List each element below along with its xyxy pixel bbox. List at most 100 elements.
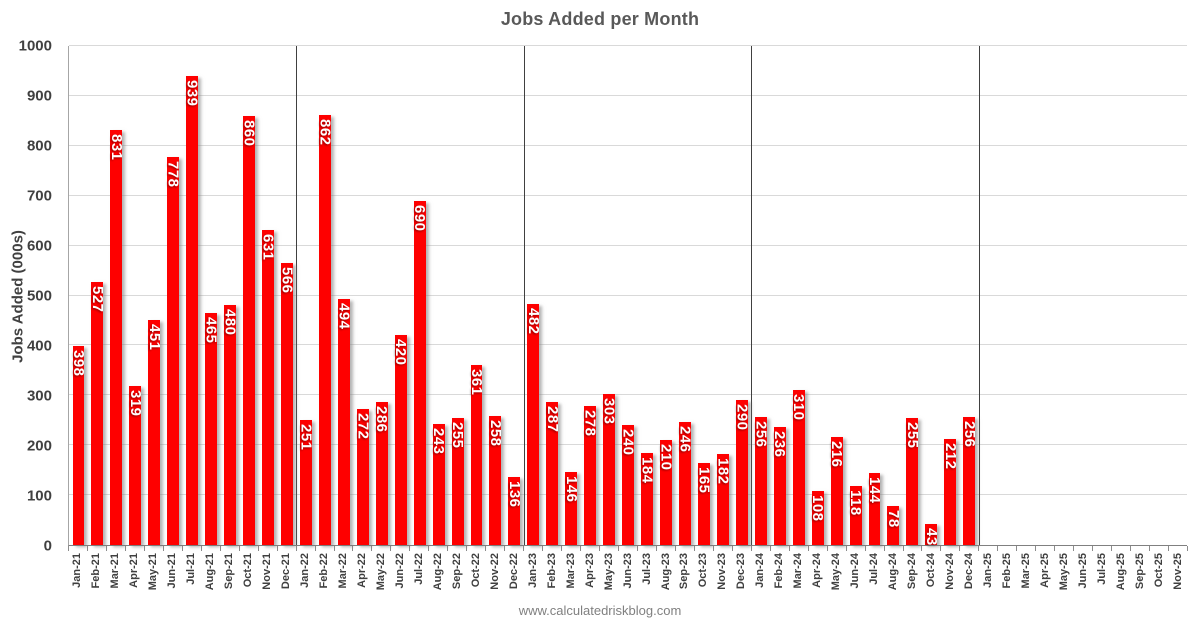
month-slot: 939 (183, 46, 202, 545)
bar: 527 (89, 282, 106, 545)
month-slot: 566 (277, 46, 296, 545)
gridline (69, 344, 1187, 346)
bar-value-label: 566 (278, 266, 296, 294)
gridline (69, 244, 1187, 246)
x-label-cell: Dec-24 (960, 553, 979, 608)
x-axis-labels: Jan-21 Feb-21 Mar-21 Apr-21 May-21 Jun-21 Jul-… (68, 553, 1187, 608)
x-tick-label: Jun-24 (849, 553, 862, 589)
x-label-cell: Mar-21 (106, 553, 125, 608)
x-tick-label: Jul-25 (1095, 553, 1108, 585)
x-axis-tick (1168, 546, 1170, 551)
month-slot: 256 (751, 46, 770, 545)
month-slot: 494 (334, 46, 353, 545)
y-tick-label: 1000 (18, 37, 52, 55)
x-tick-label: Nov-25 (1171, 553, 1184, 590)
bar-value-label: 465 (202, 316, 220, 344)
x-axis-tick (143, 546, 145, 551)
bar: 465 (202, 312, 220, 545)
x-label-cell: Sep-22 (447, 553, 466, 608)
gridline (69, 394, 1187, 396)
x-label-cell: May-23 (599, 553, 618, 608)
x-label-cell: Sep-24 (903, 553, 922, 608)
bar: 319 (127, 385, 144, 545)
bar-value-label: 860 (240, 119, 258, 147)
bar-value-label: 108 (809, 495, 827, 522)
month-slot: 361 (467, 46, 486, 545)
y-axis-tick-labels: 0 100 200 300 400 500 600 700 800 900 1000 (0, 38, 60, 555)
bar: 236 (771, 427, 788, 545)
bar-value-label: 146 (562, 476, 580, 503)
gridline (69, 94, 1187, 96)
x-axis-tick (504, 546, 506, 551)
x-axis-tick (883, 546, 885, 551)
gridline (69, 45, 1187, 46)
x-label-cell: Apr-25 (1035, 553, 1054, 608)
x-tick-label: Apr-21 (128, 553, 141, 588)
month-slot: 482 (524, 46, 543, 545)
x-axis-tick (466, 546, 468, 551)
bar: 78 (884, 506, 902, 545)
x-label-cell: Mar-24 (789, 553, 808, 608)
x-axis-tick (257, 546, 259, 551)
x-axis-tick (181, 546, 183, 551)
x-label-cell: Jul-23 (637, 553, 656, 608)
bar: 361 (468, 364, 485, 545)
month-slot: 287 (543, 46, 562, 545)
gridline (69, 294, 1187, 296)
month-slot: 255 (903, 46, 922, 545)
x-tick-label: Oct-22 (469, 553, 482, 588)
month-slot: 278 (581, 46, 600, 545)
bar: 290 (733, 400, 751, 545)
x-label-cell: Jul-21 (182, 553, 201, 608)
y-tick-label: 0 (43, 537, 52, 555)
x-label-cell: Feb-22 (315, 553, 334, 608)
x-axis-tick (1073, 546, 1075, 551)
month-slot: 146 (562, 46, 581, 545)
month-slot: 272 (353, 46, 372, 545)
month-slot: 216 (827, 46, 846, 545)
bar: 287 (543, 401, 561, 545)
month-slot: 860 (240, 46, 259, 545)
bar: 216 (828, 437, 845, 545)
x-axis-tick (1130, 546, 1132, 551)
x-tick-label: Oct-25 (1152, 553, 1165, 588)
x-axis-tick (1149, 546, 1151, 551)
bar: 243 (430, 423, 448, 545)
x-axis-tick (86, 546, 88, 551)
x-tick-label: Apr-23 (583, 553, 596, 588)
bar-value-label: 240 (619, 429, 637, 456)
x-label-cell: Dec-22 (504, 553, 523, 608)
x-tick-label: Feb-21 (90, 553, 103, 589)
x-label-cell: Apr-22 (353, 553, 372, 608)
bar-value-label: 290 (733, 404, 751, 431)
bar-value-label: 144 (866, 477, 883, 504)
x-axis-tick (864, 546, 866, 551)
bar-value-label: 256 (752, 421, 770, 448)
x-axis-tick (845, 546, 847, 551)
bar-value-label: 272 (354, 413, 372, 440)
month-slot: 286 (372, 46, 391, 545)
month-slot: 256 (960, 46, 979, 545)
bar: 494 (335, 298, 352, 545)
bar-value-label: 243 (430, 427, 448, 455)
month-slot: 144 (865, 46, 884, 545)
x-axis-tick (807, 546, 809, 551)
bar-value-label: 165 (695, 466, 713, 494)
x-axis-tick (68, 546, 69, 551)
bar-value-label: 212 (941, 443, 959, 470)
x-label-cell: Mar-23 (561, 553, 580, 608)
x-axis-tick (561, 546, 563, 551)
chart-title: Jobs Added per Month (500, 9, 700, 29)
x-label-cell: Dec-21 (277, 553, 296, 608)
x-tick-label: Aug-24 (887, 553, 900, 591)
x-label-cell: May-25 (1054, 553, 1073, 608)
bar-value-label: 482 (524, 308, 542, 336)
bar-value-label: 78 (884, 510, 902, 528)
plot-area: 398 527 831 319 451 778 939 465 480 860 631 566 251 8… (68, 45, 1187, 546)
x-axis-tick (542, 546, 544, 551)
bar-value-label: 831 (107, 134, 125, 161)
bar: 165 (695, 462, 713, 545)
month-slot: 862 (315, 46, 334, 545)
bar-value-label: 420 (392, 339, 410, 366)
bar-value-label: 287 (543, 405, 561, 433)
